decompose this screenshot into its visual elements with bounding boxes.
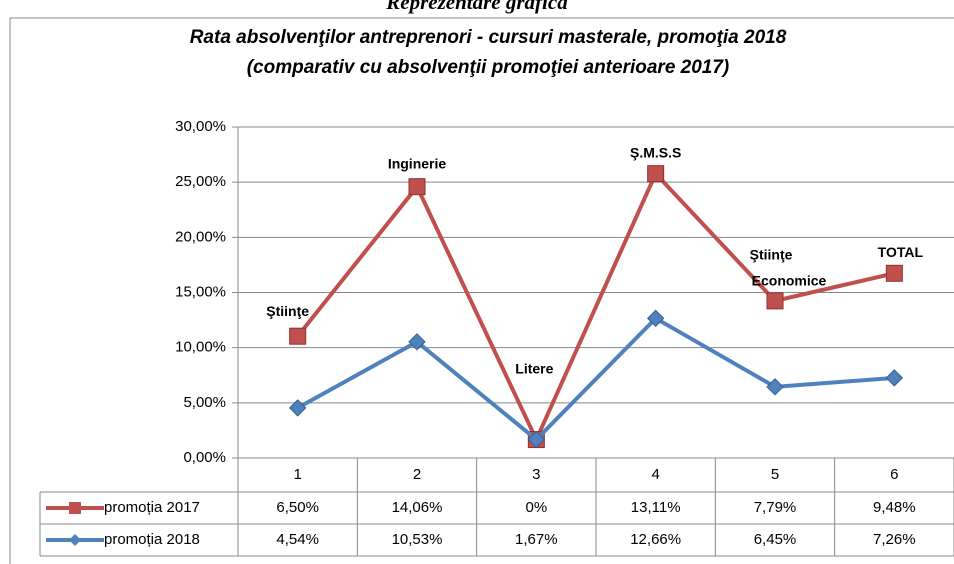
chart-title: Rata absolvenţilor antreprenori - cursur…: [190, 27, 787, 48]
y-tick-label: 30,00%: [175, 118, 226, 135]
line: [296, 315, 895, 443]
y-tick-label: 10,00%: [175, 339, 226, 356]
y-tick-label: 20,00%: [175, 228, 226, 245]
marker: [766, 378, 784, 396]
table-cell: 7,26%: [873, 531, 916, 548]
y-tick-label: 0,00%: [183, 449, 226, 466]
marker: [647, 165, 665, 183]
line: [296, 170, 895, 445]
x-tick-label: 3: [532, 466, 540, 483]
annotation: Litere: [515, 360, 553, 376]
marker: [646, 309, 665, 328]
table-cell: 13,11%: [631, 499, 681, 516]
legend-marker: [69, 502, 81, 514]
table-cell: 9,48%: [873, 499, 916, 516]
x-tick-label: 2: [413, 466, 421, 483]
legend-label: promoția 2018: [104, 531, 200, 548]
table-cell: 14,06%: [392, 499, 443, 516]
annotation: TOTAL: [878, 244, 924, 260]
marker: [288, 399, 307, 417]
marker: [766, 292, 784, 310]
marker: [289, 327, 307, 345]
y-tick-label: 25,00%: [175, 173, 226, 190]
table-cell: 10,53%: [392, 531, 443, 548]
marker: [885, 264, 903, 282]
legend-label: promoția 2017: [104, 499, 200, 516]
heading: Reprezentare grafică: [385, 0, 567, 14]
y-tick-label: 5,00%: [183, 394, 226, 411]
table-cell: 1,67%: [515, 531, 558, 548]
chart-border: [9, 17, 954, 564]
y-tick-label: 15,00%: [175, 283, 226, 300]
x-tick-label: 6: [890, 466, 898, 483]
chart-subtitle: (comparativ cu absolvenţii promoţiei ant…: [247, 57, 730, 78]
marker: [885, 369, 904, 387]
x-tick-label: 4: [651, 466, 659, 483]
table-cell: 4,54%: [276, 531, 319, 548]
table-cell: 12,66%: [630, 531, 681, 548]
annotation: Ştiinţe: [750, 247, 793, 263]
x-tick-label: 5: [771, 466, 779, 483]
legend-marker: [69, 534, 81, 546]
marker: [527, 430, 546, 449]
marker: [408, 178, 426, 196]
x-tick-label: 1: [293, 466, 301, 483]
annotation: Inginerie: [388, 155, 447, 171]
table-cell: 7,79%: [754, 499, 797, 516]
table-cell: 6,50%: [276, 499, 319, 516]
table-cell: 6,45%: [754, 531, 797, 548]
annotation: Economice: [752, 273, 827, 289]
annotation: Ş.M.S.S: [630, 144, 681, 160]
marker: [408, 333, 426, 351]
table-cell: 0%: [525, 499, 547, 516]
annotation: Ştiinţe: [266, 303, 309, 319]
